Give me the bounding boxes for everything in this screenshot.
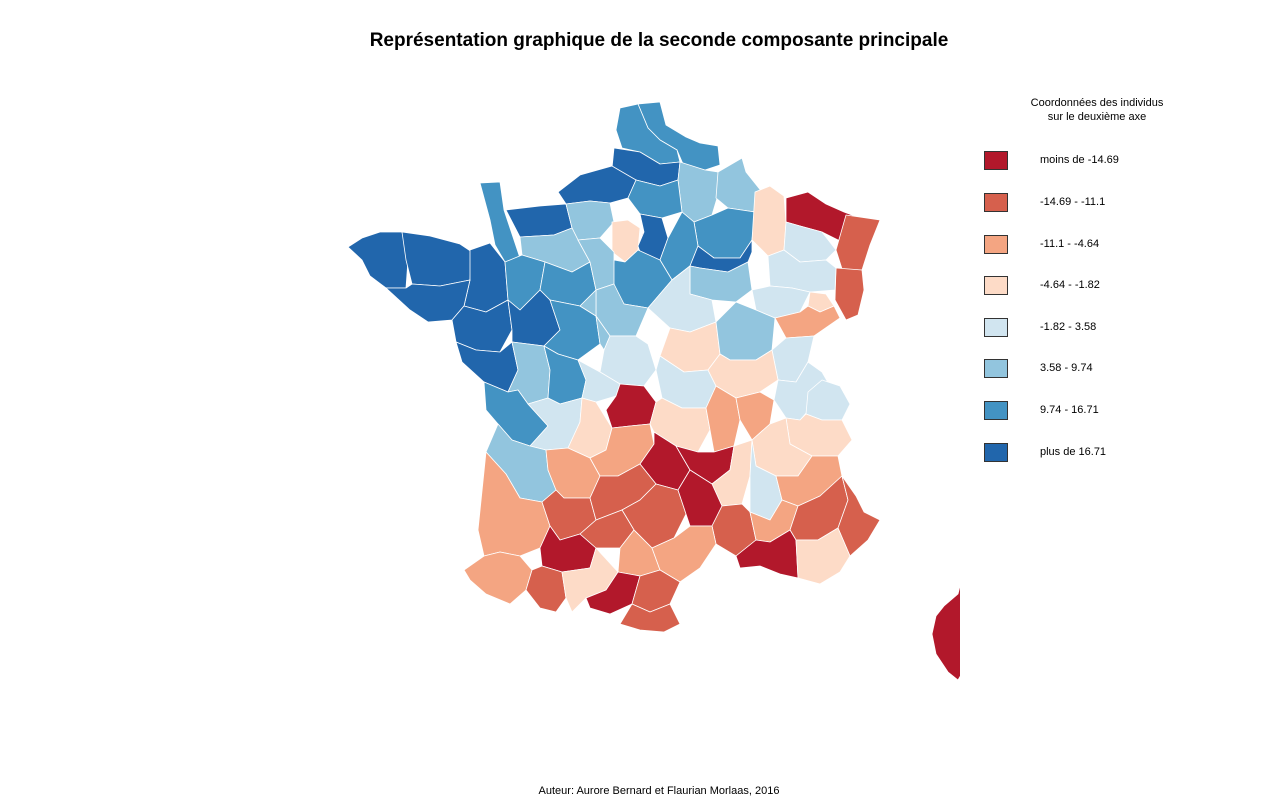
region-oise [627, 179, 683, 219]
legend-label: -1.82 - 3.58 [1040, 321, 1097, 333]
region-indre [577, 359, 621, 403]
legend-item: -4.64 - -1.82 [984, 276, 1194, 296]
legend-item: -11.1 - -4.64 [984, 235, 1194, 255]
legend-title: Coordonnées des individus sur le deuxièm… [1015, 96, 1179, 124]
legend-item: -14.69 - -11.1 [984, 193, 1194, 213]
region-hautes-pyrenees [525, 565, 567, 613]
region-morbihan [385, 279, 471, 323]
map-title: Représentation graphique de la seconde c… [369, 30, 949, 51]
legend-swatch [984, 318, 1008, 337]
legend-title-line-2: sur le deuxième axe [1047, 111, 1147, 123]
region-pyrenees-atlantiques [463, 551, 533, 605]
region-cotes-d-armor [401, 231, 473, 287]
legend-label: plus de 16.71 [1040, 446, 1107, 458]
legend-swatch [984, 151, 1008, 170]
legend-label: -11.1 - -4.64 [1040, 238, 1100, 250]
legend-swatch [984, 193, 1008, 212]
legend-title-line-1: Coordonnées des individus [1030, 97, 1164, 109]
legend-label: -14.69 - -11.1 [1040, 196, 1106, 208]
legend-swatch [984, 276, 1008, 295]
choropleth-map [347, 101, 960, 681]
author-credit: Auteur: Aurore Bernard et Flaurian Morla… [538, 785, 780, 797]
legend-swatch [984, 235, 1008, 254]
legend-swatch [984, 443, 1008, 462]
legend-label: -4.64 - -1.82 [1040, 279, 1100, 291]
legend-item: 3.58 - 9.74 [984, 359, 1194, 379]
region-finistere [347, 231, 409, 289]
region-alpes-maritimes [837, 475, 881, 557]
region-var [795, 527, 851, 585]
legend-swatch [984, 401, 1008, 420]
region-haut-rhin [834, 267, 865, 321]
region-vosges [767, 249, 837, 293]
region-corse [931, 584, 960, 681]
legend-item: plus de 16.71 [984, 443, 1194, 463]
region-meuse [751, 185, 787, 257]
legend-label: moins de -14.69 [1040, 154, 1119, 166]
legend-swatch [984, 359, 1008, 378]
legend-item: -1.82 - 3.58 [984, 318, 1194, 338]
region-loire [705, 385, 741, 453]
region-pyrenees-orientales [619, 603, 681, 633]
map-legend: Coordonnées des individus sur le deuxièm… [975, 96, 1195, 462]
legend-item: 9.74 - 16.71 [984, 401, 1194, 421]
region-aisne [677, 161, 719, 223]
region-puy-de-dome [649, 397, 711, 453]
legend-label: 9.74 - 16.71 [1040, 404, 1099, 416]
legend-item: moins de -14.69 [984, 151, 1194, 171]
legend-label: 3.58 - 9.74 [1040, 362, 1093, 374]
